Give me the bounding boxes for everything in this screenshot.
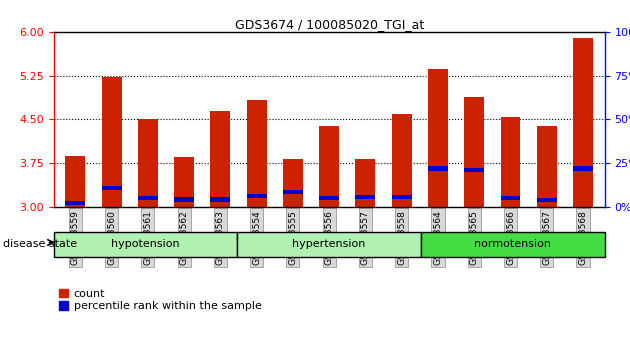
- Bar: [138, 120, 158, 207]
- Bar: [537, 198, 557, 202]
- Bar: [247, 194, 266, 198]
- Bar: [500, 116, 520, 207]
- Legend: count, percentile rank within the sample: count, percentile rank within the sample: [59, 289, 261, 311]
- Bar: [54, 232, 238, 257]
- Text: hypertension: hypertension: [292, 239, 366, 249]
- Text: disease state: disease state: [3, 239, 77, 249]
- Bar: [355, 195, 375, 199]
- Bar: [66, 201, 85, 205]
- Bar: [537, 126, 557, 207]
- Bar: [247, 100, 266, 207]
- Bar: [464, 168, 484, 172]
- Bar: [101, 186, 122, 190]
- Bar: [392, 114, 411, 207]
- Bar: [283, 159, 303, 207]
- Bar: [66, 156, 85, 207]
- Bar: [428, 69, 448, 207]
- Text: normotension: normotension: [474, 239, 551, 249]
- Bar: [101, 78, 122, 207]
- Bar: [210, 198, 231, 201]
- Bar: [238, 232, 421, 257]
- Bar: [392, 195, 411, 199]
- Bar: [500, 196, 520, 200]
- Title: GDS3674 / 100085020_TGI_at: GDS3674 / 100085020_TGI_at: [234, 18, 424, 31]
- Bar: [573, 166, 593, 171]
- Bar: [283, 190, 303, 194]
- Text: hypotension: hypotension: [111, 239, 180, 249]
- Bar: [428, 166, 448, 171]
- Bar: [174, 157, 194, 207]
- Bar: [355, 159, 375, 207]
- Bar: [174, 198, 194, 201]
- Bar: [138, 196, 158, 200]
- Bar: [421, 232, 605, 257]
- Bar: [210, 111, 231, 207]
- Bar: [319, 126, 339, 207]
- Bar: [464, 97, 484, 207]
- Bar: [319, 196, 339, 200]
- Bar: [573, 38, 593, 207]
